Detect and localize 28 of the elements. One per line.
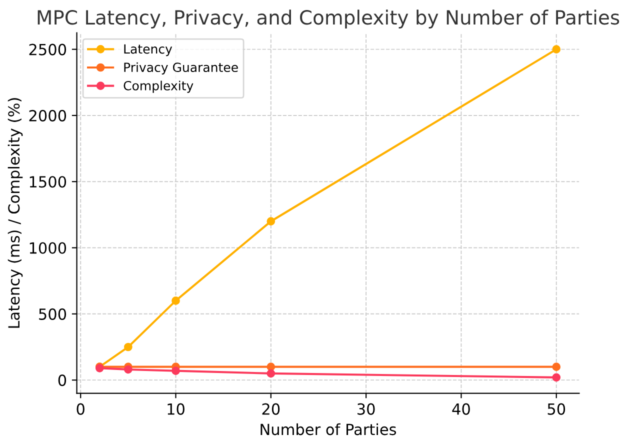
chart-title: MPC Latency, Privacy, and Complexity by Number of Parties [38,10,620,28]
point [552,362,561,372]
x-axis-title: Number of Parties [260,423,396,436]
point [172,296,180,305]
x-tick-label: 50 [548,403,566,415]
x-tick-label: 0 [76,403,84,415]
point [552,45,561,54]
y-tick-label: 2000 [29,110,66,122]
point [124,342,132,352]
legend-label: Complexity [124,80,194,93]
x-tick-label: 30 [358,403,375,415]
legend-label: Latency [124,44,172,56]
y-tick-label: 500 [39,308,66,320]
point [172,366,180,375]
y-tick-label: 1000 [30,242,66,254]
point [266,217,276,226]
point [552,373,561,382]
x-tick-label: 20 [262,403,280,415]
point [266,369,276,378]
point [124,365,132,374]
point [266,362,276,372]
legend-label: Privacy Guarantee [124,62,238,74]
y-tick-label: 0 [58,374,66,386]
y-tick-label: 1500 [30,176,66,188]
y-tick-label: 2500 [29,44,66,56]
y-axis-title: Latency (ms) / Complexity (%) [8,98,23,328]
x-tick-label: 40 [452,403,470,415]
x-tick-label: 10 [168,403,184,415]
